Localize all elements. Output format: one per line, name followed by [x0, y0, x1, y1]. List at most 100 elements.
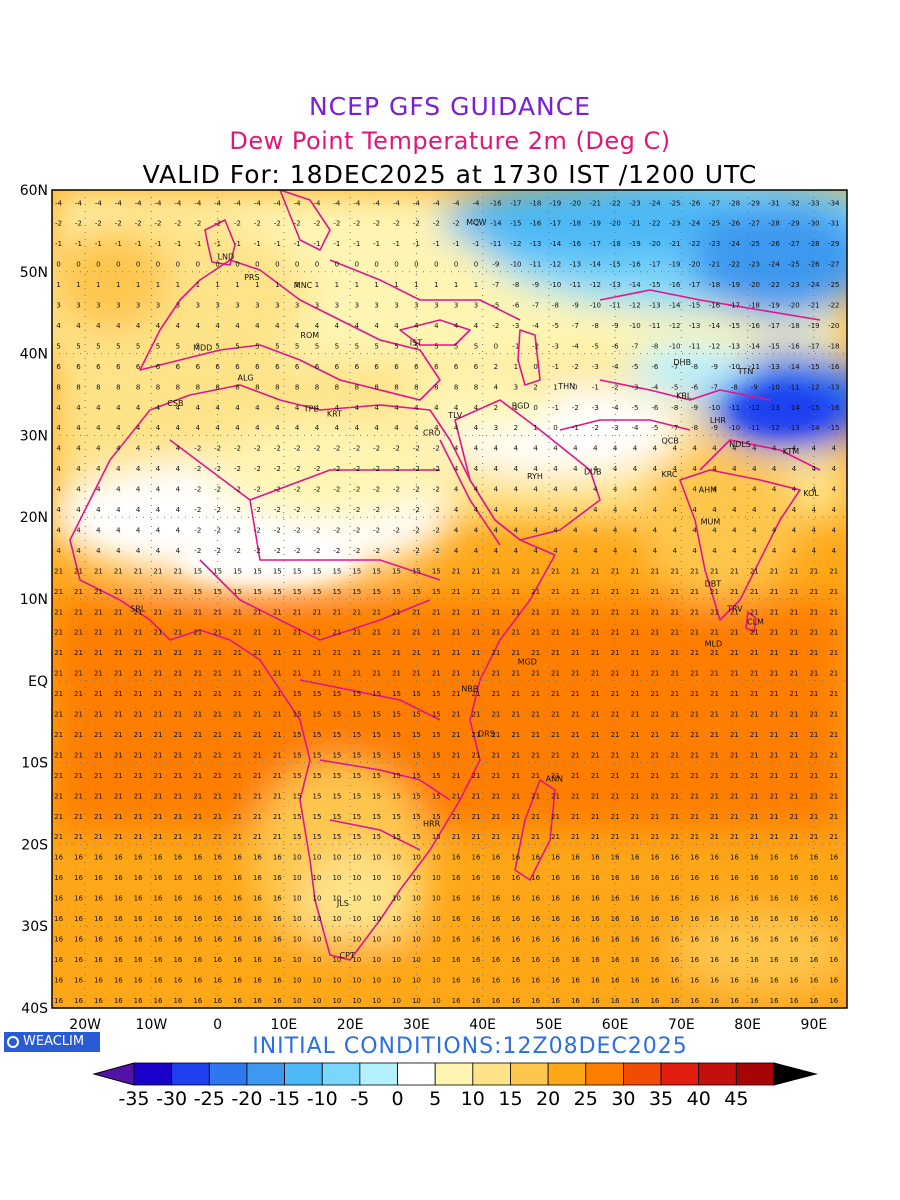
grid-value: 16 [770, 936, 779, 944]
grid-value: 16 [94, 936, 103, 944]
grid-value: 4 [156, 465, 161, 473]
grid-value: -4 [473, 199, 481, 207]
grid-value: 21 [94, 833, 103, 841]
grid-value: 16 [829, 976, 838, 984]
colorbar-swatch [698, 1062, 737, 1086]
grid-value: 10 [352, 956, 361, 964]
grid-value: 16 [650, 976, 659, 984]
grid-value: 4 [553, 527, 558, 535]
grid-value: 5 [255, 342, 259, 350]
grid-value: 10 [432, 997, 441, 1005]
grid-value: 4 [772, 445, 777, 453]
grid-value: 0 [215, 261, 219, 269]
grid-value: 4 [454, 424, 459, 432]
grid-value: 21 [511, 751, 520, 759]
grid-value: 21 [650, 792, 659, 800]
grid-value: 4 [613, 506, 618, 514]
grid-value: 4 [772, 506, 777, 514]
grid-value: 21 [372, 670, 381, 678]
grid-value: 16 [690, 874, 699, 882]
grid-value: 21 [233, 670, 242, 678]
station-prs: PRS [244, 273, 259, 282]
grid-value: 4 [593, 486, 598, 494]
grid-value: 4 [295, 424, 300, 432]
grid-value: 21 [511, 792, 520, 800]
grid-value: 16 [710, 874, 719, 882]
grid-value: 21 [54, 649, 63, 657]
grid-value: 21 [273, 649, 282, 657]
grid-value: 15 [332, 833, 341, 841]
grid-value: 1 [235, 281, 239, 289]
station-cro: CRO [423, 428, 440, 437]
grid-value: -4 [373, 199, 381, 207]
grid-value: 16 [154, 956, 163, 964]
grid-value: 15 [332, 772, 341, 780]
colorbar-label: 30 [611, 1088, 635, 1110]
grid-value: 21 [750, 792, 759, 800]
grid-value: 16 [511, 874, 520, 882]
grid-value: -1 [333, 240, 340, 248]
grid-value: 4 [653, 506, 658, 514]
grid-value: 16 [809, 854, 818, 862]
grid-value: 16 [631, 956, 640, 964]
grid-value: 4 [533, 547, 538, 555]
grid-value: -2 [413, 506, 420, 514]
grid-value: 21 [650, 567, 659, 575]
grid-value: 4 [116, 465, 121, 473]
grid-value: -17 [510, 199, 521, 207]
grid-value: 21 [173, 711, 182, 719]
grid-value: -2 [135, 220, 142, 228]
grid-value: 16 [790, 997, 799, 1005]
grid-value: 21 [173, 751, 182, 759]
grid-value: 1 [76, 281, 80, 289]
grid-value: 21 [829, 649, 838, 657]
grid-value: 21 [631, 792, 640, 800]
grid-value: 21 [392, 608, 401, 616]
grid-value: -7 [671, 424, 678, 432]
grid-value: 16 [173, 915, 182, 923]
grid-value: 3 [394, 302, 398, 310]
grid-value: -21 [590, 199, 601, 207]
grid-value: 16 [770, 874, 779, 882]
grid-value: -12 [510, 240, 521, 248]
grid-value: -16 [709, 302, 721, 310]
grid-value: 16 [591, 854, 600, 862]
grid-value: 10 [352, 895, 361, 903]
longitude-label: 20E [337, 1017, 364, 1033]
grid-value: -7 [711, 383, 718, 391]
grid-value: -4 [651, 383, 659, 391]
grid-value: 21 [213, 731, 222, 739]
grid-value: 10 [293, 976, 302, 984]
grid-value: 10 [412, 915, 421, 923]
grid-value: 21 [809, 833, 818, 841]
grid-value: 21 [491, 813, 500, 821]
grid-value: 10 [412, 936, 421, 944]
grid-value: 4 [136, 322, 141, 330]
grid-value: 21 [809, 588, 818, 596]
grid-value: 15 [352, 588, 361, 596]
grid-value: -1 [413, 240, 420, 248]
grid-value: 21 [631, 711, 640, 719]
grid-value: 21 [273, 792, 282, 800]
grid-value: 16 [809, 936, 818, 944]
grid-value: 16 [273, 915, 282, 923]
grid-value: 21 [472, 711, 481, 719]
grid-value: -24 [768, 261, 780, 269]
grid-value: 21 [571, 813, 580, 821]
grid-value: 16 [551, 895, 560, 903]
latitude-label: 30N [20, 428, 48, 444]
grid-value: -2 [194, 527, 201, 535]
colorbar-swatch [397, 1062, 436, 1086]
grid-value: 21 [94, 649, 103, 657]
grid-value: 21 [114, 670, 123, 678]
grid-value: 21 [392, 670, 401, 678]
grid-value: 16 [650, 895, 659, 903]
grid-value: 15 [392, 711, 401, 719]
grid-value: 10 [313, 956, 322, 964]
grid-value: 16 [710, 895, 719, 903]
station-mld: MLD [705, 639, 723, 648]
grid-value: 21 [790, 711, 799, 719]
grid-value: 21 [472, 813, 481, 821]
grid-value: 21 [114, 751, 123, 759]
title-model: NCEP GFS GUIDANCE [308, 92, 591, 121]
